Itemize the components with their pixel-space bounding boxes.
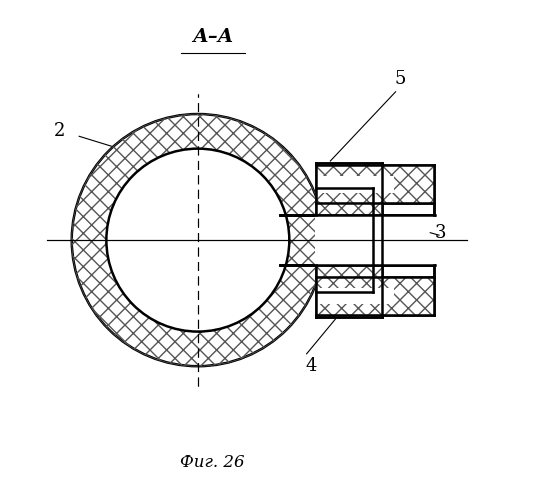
Bar (316, 292, 373, 317)
Bar (373, 164, 382, 317)
Bar (317, 176, 394, 192)
Bar (314, 161, 386, 319)
Text: 3: 3 (434, 224, 446, 242)
Circle shape (107, 148, 289, 332)
Circle shape (72, 114, 324, 366)
Bar (316, 166, 434, 203)
Text: 5: 5 (395, 70, 406, 88)
Bar (315, 216, 435, 265)
Text: А–А: А–А (192, 28, 233, 46)
Text: 2: 2 (54, 122, 65, 140)
Bar (316, 164, 373, 188)
Text: Фиг. 26: Фиг. 26 (181, 454, 245, 471)
Bar (316, 188, 373, 292)
Bar (317, 288, 394, 304)
Bar (316, 277, 434, 315)
Text: 4: 4 (306, 357, 317, 375)
